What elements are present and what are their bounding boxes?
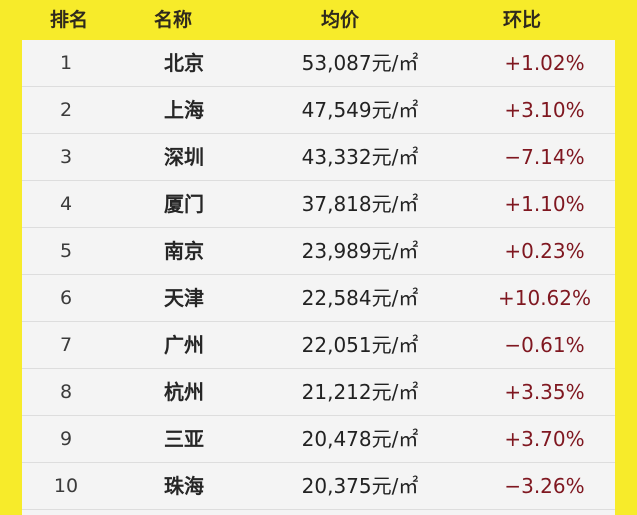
rank-cell: 5 (59, 240, 73, 262)
change-cell: +1.02% (504, 51, 585, 75)
city-cell: 深圳 (164, 145, 204, 169)
change-cell: +3.70% (504, 427, 585, 451)
city-cell: 杭州 (164, 380, 204, 404)
rank-cell: 6 (59, 287, 73, 309)
city-cell: 厦门 (164, 192, 204, 216)
price-cell: 43,332元/㎡ (301, 145, 419, 169)
city-cell: 广州 (164, 333, 204, 357)
city-cell: 上海 (164, 98, 204, 122)
city-cell: 三亚 (164, 427, 204, 451)
change-cell: −3.26% (504, 474, 585, 498)
header-change: 环比 (502, 9, 541, 31)
header-average-price: 均价 (320, 9, 359, 31)
rank-cell: 4 (59, 193, 73, 215)
table-panel: 1 北京 53,087元/㎡ +1.02% 2 上海 47,549元/㎡ +3.… (22, 40, 615, 515)
table-row: 1 北京 53,087元/㎡ +1.02% (22, 40, 615, 87)
city-cell: 天津 (164, 286, 204, 310)
table-row: 7 广州 22,051元/㎡ −0.61% (22, 322, 615, 369)
city-cell: 北京 (164, 51, 204, 75)
price-cell: 21,212元/㎡ (301, 380, 419, 404)
change-cell: +3.10% (504, 98, 585, 122)
table-header: 排名 名称 均价 环比 (0, 0, 637, 40)
city-cell: 南京 (164, 239, 204, 263)
price-cell: 22,051元/㎡ (301, 333, 419, 357)
price-cell: 37,818元/㎡ (301, 192, 419, 216)
table-row: 5 南京 23,989元/㎡ +0.23% (22, 228, 615, 275)
change-cell: −7.14% (504, 145, 585, 169)
change-cell: −0.61% (504, 333, 585, 357)
table-row: 10 珠海 20,375元/㎡ −3.26% (22, 463, 615, 510)
change-cell: +3.35% (504, 380, 585, 404)
table-row: 3 深圳 43,332元/㎡ −7.14% (22, 134, 615, 181)
change-cell: +10.62% (497, 286, 592, 310)
price-cell: 20,375元/㎡ (301, 474, 419, 498)
table-row: 2 上海 47,549元/㎡ +3.10% (22, 87, 615, 134)
price-cell: 23,989元/㎡ (301, 239, 419, 263)
rank-cell: 10 (53, 475, 79, 497)
rank-cell: 1 (59, 52, 73, 74)
header-rank: 排名 (49, 9, 88, 31)
table-row: 6 天津 22,584元/㎡ +10.62% (22, 275, 615, 322)
price-cell: 53,087元/㎡ (301, 51, 419, 75)
table-row: 8 杭州 21,212元/㎡ +3.35% (22, 369, 615, 416)
table-row: 4 厦门 37,818元/㎡ +1.10% (22, 181, 615, 228)
rank-cell: 2 (59, 99, 73, 121)
table-row: 9 三亚 20,478元/㎡ +3.70% (22, 416, 615, 463)
price-cell: 22,584元/㎡ (301, 286, 419, 310)
rank-cell: 9 (59, 428, 73, 450)
rank-cell: 3 (59, 146, 73, 168)
price-cell: 20,478元/㎡ (301, 427, 419, 451)
rank-cell: 7 (59, 334, 73, 356)
city-cell: 珠海 (164, 474, 204, 498)
change-cell: +0.23% (504, 239, 585, 263)
change-cell: +1.10% (504, 192, 585, 216)
rank-cell: 8 (59, 381, 73, 403)
price-cell: 47,549元/㎡ (301, 98, 419, 122)
header-city: 名称 (153, 9, 192, 31)
